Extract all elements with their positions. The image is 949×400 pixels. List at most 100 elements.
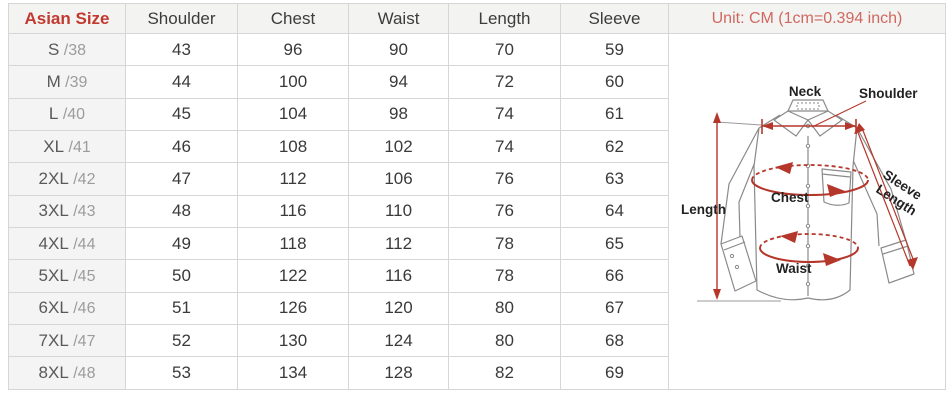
length-value: 70 xyxy=(448,32,561,67)
size-cell: 5XL /45 xyxy=(8,259,126,293)
table-row: 6XL /46 51 126 120 80 67 xyxy=(8,291,946,326)
size-euro-tag: /39 xyxy=(60,74,88,92)
size-cell: 8XL /48 xyxy=(8,356,126,390)
size-euro-tag: /42 xyxy=(68,171,96,189)
sleeve-value: 67 xyxy=(560,291,669,326)
size-cell: S /38 xyxy=(8,32,126,67)
length-value: 82 xyxy=(448,356,561,390)
size-label: 3XL xyxy=(38,201,69,221)
col-header-length: Length xyxy=(448,3,561,34)
chest-value: 116 xyxy=(237,194,349,229)
length-value: 74 xyxy=(448,130,561,164)
length-value: 80 xyxy=(448,291,561,326)
col-header-chest: Chest xyxy=(237,3,349,34)
table-row: 3XL /43 48 116 110 76 64 xyxy=(8,194,946,229)
sleeve-value: 61 xyxy=(560,97,669,132)
size-euro-tag: /38 xyxy=(59,41,87,59)
chest-label: Chest xyxy=(771,190,809,205)
col-header-shoulder: Shoulder xyxy=(125,3,238,34)
shirt-measurement-diagram: Neck Shoulder Length Chest Waist Sleeve … xyxy=(668,33,946,390)
size-euro-tag: /47 xyxy=(68,332,96,350)
length-value: 78 xyxy=(448,259,561,293)
size-label: 2XL xyxy=(38,169,69,189)
chest-value: 104 xyxy=(237,97,349,132)
table-row: L /40 45 104 98 74 61 xyxy=(8,97,946,132)
shoulder-value: 49 xyxy=(125,227,238,261)
sleeve-value: 60 xyxy=(560,65,669,99)
size-euro-tag: /41 xyxy=(64,138,91,156)
waist-value: 90 xyxy=(348,32,449,67)
size-label: M xyxy=(46,72,61,92)
waist-value: 98 xyxy=(348,97,449,132)
chest-value: 134 xyxy=(237,356,349,390)
size-label: XL xyxy=(43,136,65,156)
measurement-annotations xyxy=(713,100,918,300)
table-row: 2XL /42 47 112 106 76 63 xyxy=(8,162,946,196)
waist-value: 94 xyxy=(348,65,449,99)
length-value: 76 xyxy=(448,162,561,196)
length-value: 80 xyxy=(448,324,561,358)
shoulder-value: 50 xyxy=(125,259,238,293)
length-value: 74 xyxy=(448,97,561,132)
col-header-asian-size: Asian Size xyxy=(8,3,126,34)
chest-value: 108 xyxy=(237,130,349,164)
waist-value: 106 xyxy=(348,162,449,196)
size-cell: L /40 xyxy=(8,97,126,132)
chest-value: 112 xyxy=(237,162,349,196)
shoulder-value: 44 xyxy=(125,65,238,99)
table-row: S /38 43 96 90 70 59 xyxy=(8,32,946,390)
size-cell: 4XL /44 xyxy=(8,227,126,261)
size-euro-tag: /40 xyxy=(58,106,86,124)
col-header-sleeve: Sleeve xyxy=(560,3,669,34)
waist-value: 124 xyxy=(348,324,449,358)
size-label: 8XL xyxy=(38,363,69,383)
table-row: 5XL /45 50 122 116 78 66 xyxy=(8,259,946,293)
waist-value: 116 xyxy=(348,259,449,293)
sleeve-value: 69 xyxy=(560,356,669,390)
shoulder-value: 51 xyxy=(125,291,238,326)
shirt-diagram-svg: Neck Shoulder Length Chest Waist Sleeve … xyxy=(681,84,925,302)
shoulder-value: 46 xyxy=(125,130,238,164)
waist-value: 120 xyxy=(348,291,449,326)
col-header-waist: Waist xyxy=(348,3,449,34)
shoulder-value: 45 xyxy=(125,97,238,132)
guide-lines xyxy=(697,121,781,302)
chest-value: 118 xyxy=(237,227,349,261)
sleeve-value: 59 xyxy=(560,32,669,67)
size-chart-sheet: Asian Size Shoulder Chest Waist Length S… xyxy=(8,3,946,390)
size-cell: 2XL /42 xyxy=(8,162,126,196)
size-euro-tag: /48 xyxy=(68,365,96,383)
shoulder-value: 52 xyxy=(125,324,238,358)
table-header: Asian Size Shoulder Chest Waist Length S… xyxy=(8,3,946,34)
size-cell: 7XL /47 xyxy=(8,324,126,358)
size-label: 4XL xyxy=(38,233,69,253)
size-euro-tag: /43 xyxy=(68,203,96,221)
diagram-wrap: Neck Shoulder Length Chest Waist Sleeve … xyxy=(670,35,945,389)
shoulder-label: Shoulder xyxy=(859,86,918,101)
sleeve-value: 64 xyxy=(560,194,669,229)
waist-label: Waist xyxy=(776,261,812,276)
shirt-outline xyxy=(720,99,915,301)
size-cell: 3XL /43 xyxy=(8,194,126,229)
table-row: 8XL /48 53 134 128 82 69 xyxy=(8,356,946,390)
length-label: Length xyxy=(681,202,726,217)
size-label: L xyxy=(48,104,59,124)
waist-value: 128 xyxy=(348,356,449,390)
waist-value: 102 xyxy=(348,130,449,164)
size-table-body: S /38 43 96 90 70 59 xyxy=(8,32,946,390)
chest-value: 100 xyxy=(237,65,349,99)
shoulder-value: 53 xyxy=(125,356,238,390)
size-cell: XL /41 xyxy=(8,130,126,164)
length-value: 72 xyxy=(448,65,561,99)
unit-note: Unit: CM (1cm=0.394 inch) xyxy=(668,3,946,34)
size-label: 6XL xyxy=(38,298,69,318)
chest-value: 122 xyxy=(237,259,349,293)
sleeve-value: 62 xyxy=(560,130,669,164)
waist-value: 112 xyxy=(348,227,449,261)
neck-label: Neck xyxy=(789,84,822,99)
table-row: 4XL /44 49 118 112 78 65 xyxy=(8,227,946,261)
table-row: 7XL /47 52 130 124 80 68 xyxy=(8,324,946,358)
size-euro-tag: /44 xyxy=(68,235,96,253)
chest-value: 126 xyxy=(237,291,349,326)
size-label: 7XL xyxy=(38,330,69,350)
